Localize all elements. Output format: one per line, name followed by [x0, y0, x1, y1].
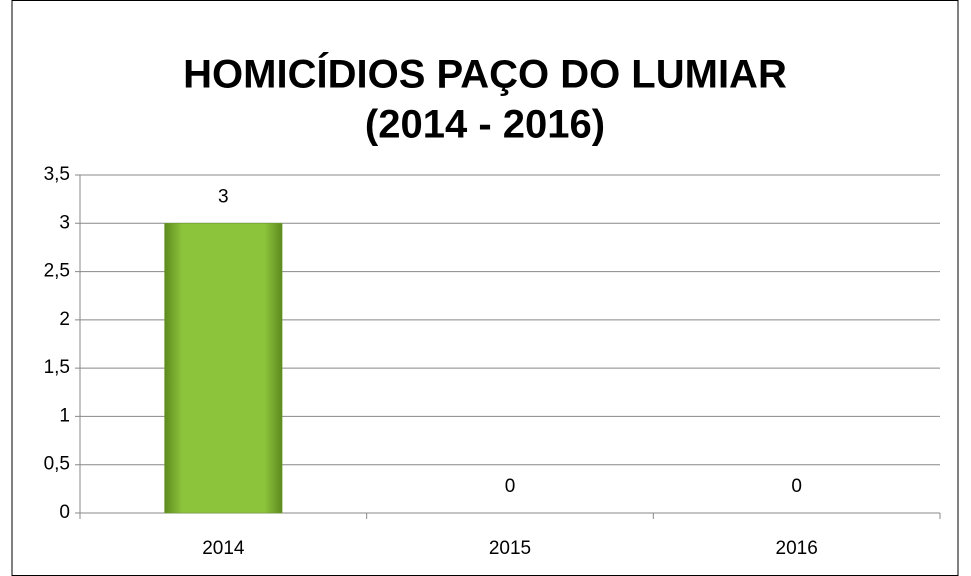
x-tick-label: 2016 — [776, 538, 818, 559]
y-tick-label: 0 — [59, 502, 70, 523]
bar — [164, 223, 283, 514]
data-label: 0 — [791, 476, 802, 497]
y-tick-label: 2,5 — [44, 261, 70, 282]
data-label: 3 — [218, 186, 229, 207]
y-tick-label: 3,5 — [44, 164, 70, 185]
y-tick-label: 2 — [59, 309, 70, 330]
y-tick-label: 0,5 — [44, 454, 70, 475]
y-tick-label: 1 — [59, 405, 70, 426]
chart-subtitle: (2014 - 2016) — [365, 103, 605, 147]
x-tick-label: 2014 — [202, 538, 245, 559]
y-tick-label: 3 — [59, 212, 70, 233]
chart-title: HOMICÍDIOS PAÇO DO LUMIAR — [183, 52, 787, 97]
data-label: 0 — [505, 476, 516, 497]
x-tick-label: 2015 — [489, 538, 531, 559]
y-tick-label: 1,5 — [44, 357, 70, 378]
